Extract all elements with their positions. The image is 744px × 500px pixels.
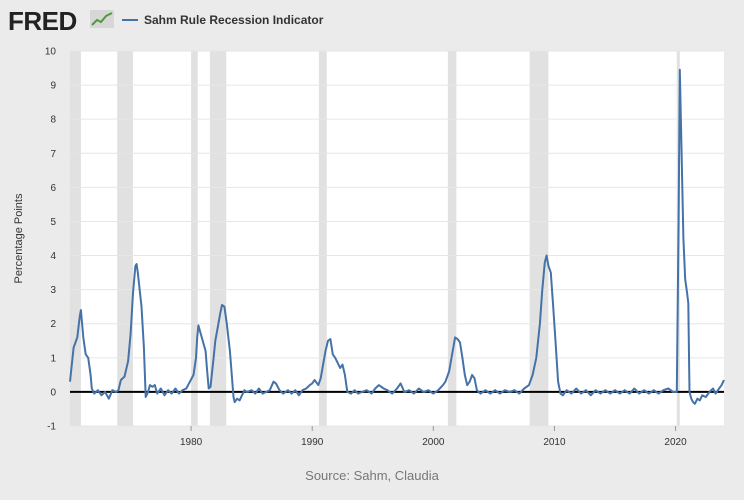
recession-band	[318, 51, 327, 426]
y-axis-ticks: -1 0 1 2 3 4 5 6 7 8 9 10	[45, 47, 57, 433]
fred-logo-graph-icon	[90, 10, 114, 28]
legend-swatch	[122, 19, 138, 21]
y-tick-label: 3	[50, 285, 56, 296]
x-tick-label: 2010	[543, 437, 566, 448]
y-tick-label: 2	[50, 319, 56, 330]
legend: Sahm Rule Recession Indicator	[122, 11, 323, 29]
legend-label: Sahm Rule Recession Indicator	[144, 13, 324, 27]
y-tick-label: 10	[45, 47, 57, 58]
recession-band	[117, 51, 133, 426]
y-tick-label: 9	[50, 81, 56, 92]
grid	[70, 50, 724, 427]
fred-logo[interactable]: FRED	[8, 6, 77, 36]
plot-area	[70, 51, 724, 426]
y-tick-label: 8	[50, 115, 56, 126]
x-tick-label: 1990	[301, 437, 324, 448]
recession-band	[447, 51, 457, 426]
y-tick-label: 1	[50, 353, 56, 364]
y-axis-label: Percentage Points	[13, 193, 25, 283]
recession-band	[529, 51, 549, 426]
y-tick-label: -1	[47, 422, 56, 433]
series-layer	[69, 68, 725, 405]
recession-bands	[70, 51, 680, 426]
series-line	[69, 68, 725, 405]
recession-band	[191, 51, 198, 426]
recession-band	[70, 51, 81, 426]
x-axis-ticks: 1980 1990 2000 2010 2020	[180, 426, 687, 448]
x-tick-label: 2000	[422, 437, 445, 448]
y-tick-label: 4	[50, 251, 56, 262]
source-note: Source: Sahm, Claudia	[305, 468, 439, 483]
x-tick-label: 2020	[664, 437, 687, 448]
y-tick-label: 6	[50, 183, 56, 194]
y-tick-label: 5	[50, 217, 56, 228]
y-tick-label: 0	[50, 387, 56, 398]
recession-band	[209, 51, 227, 426]
y-tick-label: 7	[50, 149, 56, 160]
x-tick-label: 1980	[180, 437, 203, 448]
chart-header: FRED Sahm Rule Recession Indicator	[0, 0, 744, 42]
